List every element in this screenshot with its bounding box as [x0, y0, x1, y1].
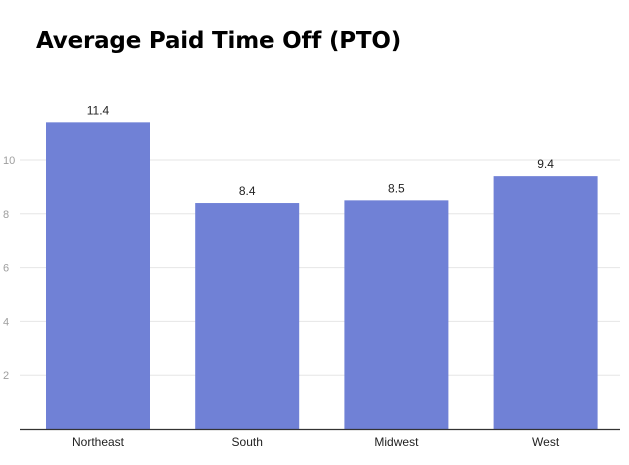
labels: 2 4 6 8 10 11.4 Northeast 8.4 South 8.5 Midwest 9.4…	[3, 103, 560, 449]
x-tick-label: South	[232, 435, 263, 449]
data-label: 8.5	[388, 181, 405, 195]
bar-northeast	[46, 122, 150, 429]
x-tick-label: West	[532, 435, 560, 449]
y-tick-label: 2	[3, 370, 9, 382]
x-tick-label: Midwest	[374, 435, 419, 449]
x-tick-label: Northeast	[72, 435, 125, 449]
y-tick-label: 4	[3, 316, 9, 328]
chart-title: Average Paid Time Off (PTO)	[36, 28, 402, 54]
data-label: 8.4	[239, 184, 256, 198]
y-tick-label: 6	[3, 263, 9, 275]
data-label: 11.4	[87, 103, 110, 117]
bar-midwest	[344, 200, 449, 429]
bars	[46, 122, 598, 429]
bar-south	[195, 203, 300, 429]
bar-west	[493, 176, 598, 429]
y-tick-label: 10	[3, 155, 15, 167]
data-label: 9.4	[537, 157, 554, 171]
y-tick-label: 8	[3, 209, 9, 221]
